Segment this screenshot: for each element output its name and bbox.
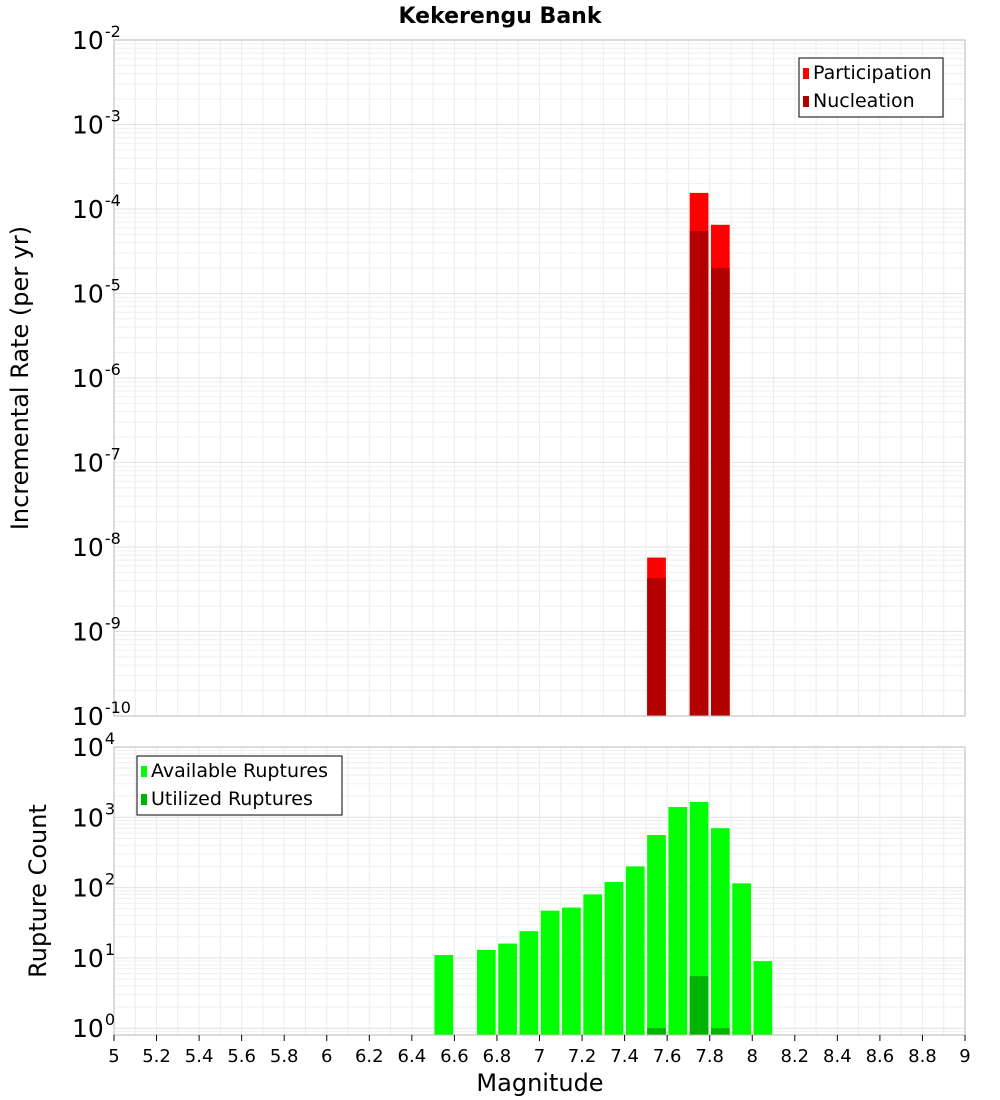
x-tick-label: 9 xyxy=(959,1046,970,1067)
x-tick-label: 5.2 xyxy=(142,1046,171,1067)
x-tick-label: 7.2 xyxy=(568,1046,597,1067)
x-tick-label: 5.8 xyxy=(270,1046,299,1067)
series-nucleation xyxy=(647,230,730,717)
legend-label: Utilized Ruptures xyxy=(151,788,313,810)
y-tick-label: 101 xyxy=(72,940,115,973)
x-tick-label: 6.8 xyxy=(483,1046,512,1067)
legend: Available Ruptures Utilized Ruptures xyxy=(136,755,343,816)
y-axis-title: Rupture Count xyxy=(24,804,52,978)
series-utilized-ruptures xyxy=(647,976,730,1035)
legend-label: Available Ruptures xyxy=(151,760,328,782)
y-axis: 10-10 10-9 10-8 10-7 10-6 10-5 10-4 10-3 10-2 xyxy=(72,22,131,731)
legend-box xyxy=(136,755,343,816)
x-tick-label: 6.4 xyxy=(398,1046,427,1067)
bar xyxy=(668,807,688,1035)
x-tick-label: 8 xyxy=(747,1046,758,1067)
y-tick-label: 10-10 xyxy=(72,698,131,731)
bar xyxy=(689,230,709,717)
legend-swatch xyxy=(141,794,147,805)
x-axis: 5 5.2 5.4 5.6 5.8 6 6.2 6.4 6.6 6.8 7 7.2 7.4 7.6 7.8 8… xyxy=(108,1035,971,1067)
y-tick-label: 10-3 xyxy=(72,107,121,140)
x-tick-label: 7.8 xyxy=(695,1046,724,1067)
y-tick-label: 104 xyxy=(72,729,115,762)
bar xyxy=(540,910,560,1035)
bar xyxy=(583,894,603,1035)
x-tick-label: 5.6 xyxy=(227,1046,256,1067)
bar xyxy=(604,882,624,1035)
y-tick-label: 10-5 xyxy=(72,276,121,309)
y-tick-label: 102 xyxy=(72,870,115,903)
x-tick-label: 6 xyxy=(321,1046,332,1067)
y-tick-label: 10-4 xyxy=(72,191,121,224)
bar xyxy=(732,883,751,1035)
bar xyxy=(647,577,666,716)
x-tick-label: 8.8 xyxy=(908,1046,937,1067)
x-tick-label: 8.4 xyxy=(823,1046,852,1067)
y-tick-label: 10-2 xyxy=(72,22,121,55)
legend-swatch xyxy=(141,766,147,777)
bar xyxy=(476,949,496,1035)
x-tick-label: 8.2 xyxy=(780,1046,809,1067)
bar xyxy=(689,976,709,1035)
legend-swatch xyxy=(803,68,809,79)
y-tick-label: 100 xyxy=(72,1010,115,1043)
bar xyxy=(519,931,539,1035)
y-tick-label: 10-9 xyxy=(72,614,121,647)
bar xyxy=(434,954,454,1035)
grid xyxy=(113,40,966,717)
legend-label: Participation xyxy=(813,62,932,84)
x-tick-label: 5.4 xyxy=(185,1046,214,1067)
bar xyxy=(753,961,773,1035)
bar xyxy=(498,943,517,1035)
y-axis-title: Incremental Rate (per yr) xyxy=(6,226,34,530)
bar xyxy=(647,834,666,1035)
x-tick-label: 7.4 xyxy=(610,1046,639,1067)
bar xyxy=(710,268,730,716)
y-axis: 100 101 102 103 104 xyxy=(72,729,115,1043)
x-tick-label: 7.6 xyxy=(653,1046,682,1067)
rupture-count-plot: 100 101 102 103 104 Rupture Count Available Ru… xyxy=(24,729,966,1043)
plot-frame xyxy=(113,39,966,717)
legend-box xyxy=(798,57,944,118)
x-tick-label: 8.6 xyxy=(866,1046,895,1067)
x-tick-label: 5 xyxy=(108,1046,119,1067)
series-available-ruptures xyxy=(434,802,773,1035)
rate-plot: 10-10 10-9 10-8 10-7 10-6 10-5 10-4 10-3 10-2 Inc… xyxy=(6,22,966,731)
chart-title: Kekerengu Bank xyxy=(399,4,603,29)
y-tick-label: 10-7 xyxy=(72,445,121,478)
legend: Participation Nucleation xyxy=(798,57,944,118)
y-tick-label: 103 xyxy=(72,799,115,832)
x-tick-label: 6.6 xyxy=(440,1046,469,1067)
x-axis-title: Magnitude xyxy=(476,1069,603,1097)
bar xyxy=(562,907,581,1035)
bar xyxy=(710,828,730,1035)
y-tick-label: 10-8 xyxy=(72,529,121,562)
bar xyxy=(647,1028,666,1035)
y-tick-label: 10-6 xyxy=(72,360,121,393)
legend-swatch xyxy=(803,96,809,107)
x-tick-label: 7 xyxy=(534,1046,545,1067)
legend-label: Nucleation xyxy=(813,90,915,112)
x-tick-label: 6.2 xyxy=(355,1046,384,1067)
bar xyxy=(710,1028,730,1035)
bar xyxy=(625,866,645,1035)
